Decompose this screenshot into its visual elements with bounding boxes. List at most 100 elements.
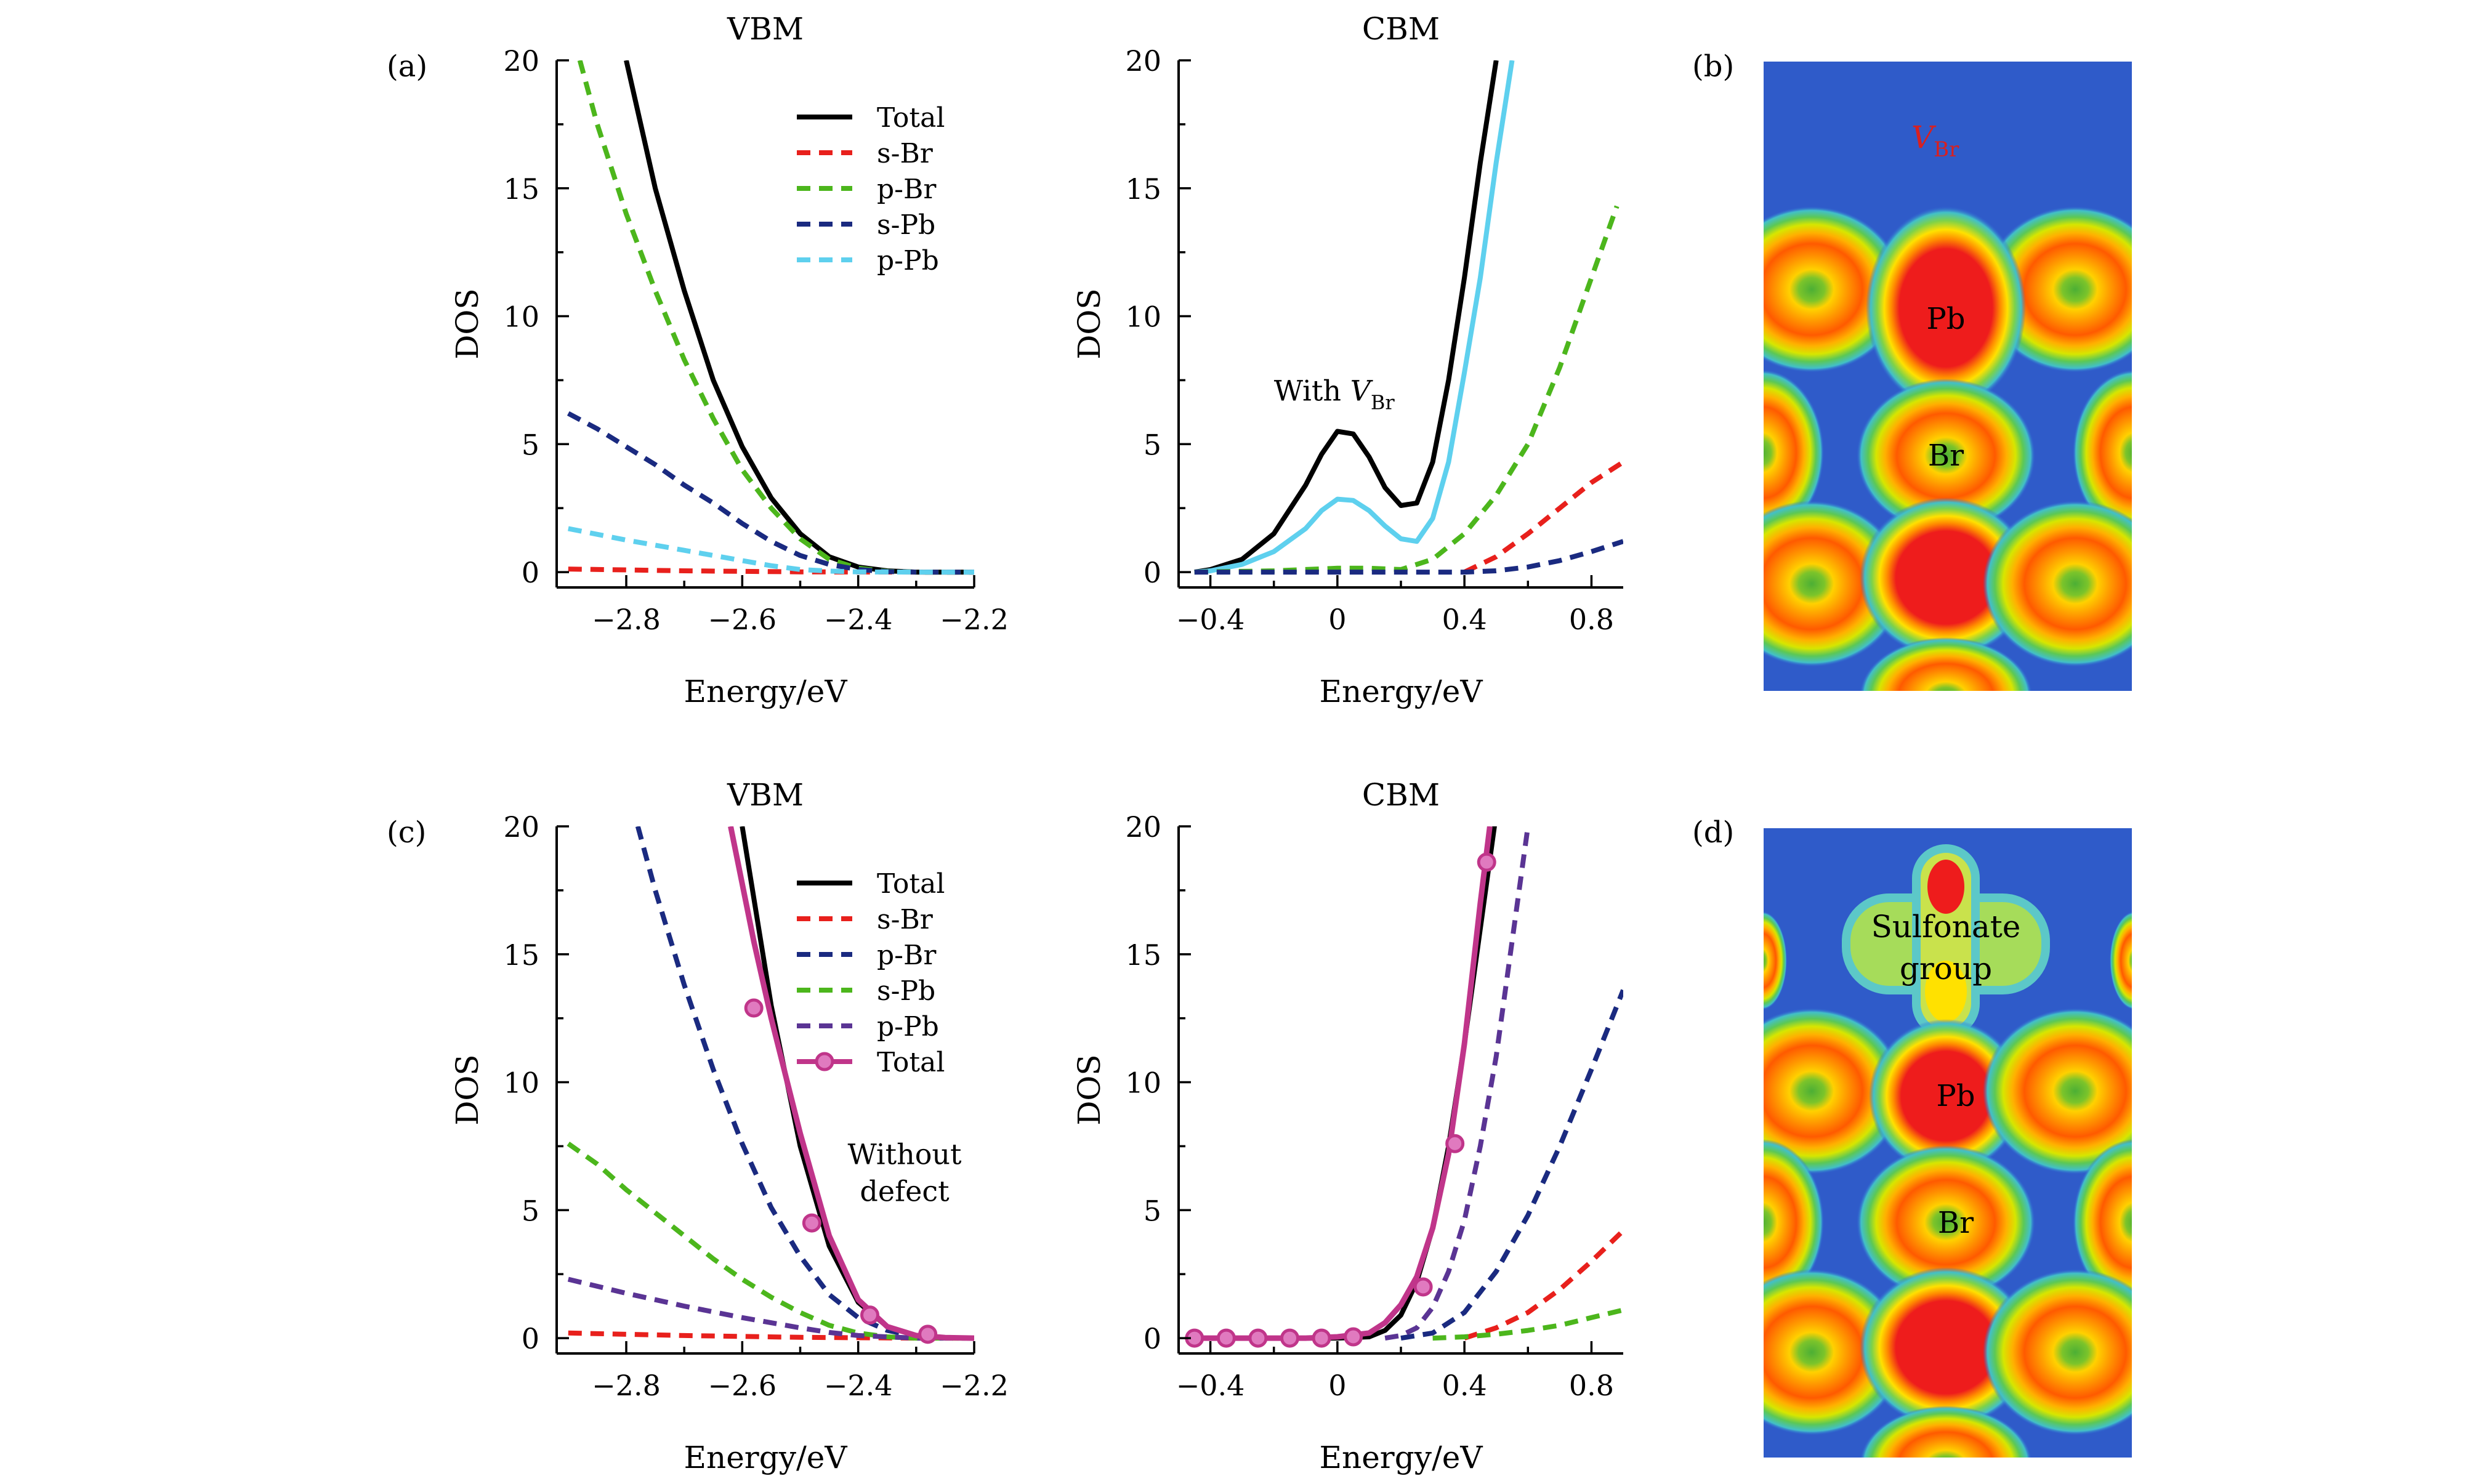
atom-blob: [1983, 1269, 2132, 1435]
y-tick-label: 5: [522, 1194, 539, 1227]
series-line-p-pb: [1194, 60, 1515, 575]
x-tick-label: 0: [1328, 603, 1346, 636]
data-point: [860, 1305, 879, 1325]
legend-label: p-Br: [877, 174, 937, 205]
x-tick-label: −2.6: [708, 1369, 777, 1402]
atom-blob: [1764, 1008, 1904, 1174]
y-tick-label: 20: [1125, 44, 1161, 78]
series-line-p-pb: [1384, 826, 1531, 1341]
series-line-p-pb: [568, 526, 974, 575]
sulfonate-label-line2: group: [1900, 951, 1992, 986]
x-tick-label: 0.8: [1569, 1369, 1614, 1402]
y-tick-label: 15: [503, 172, 539, 206]
legend-label: Total: [877, 868, 945, 900]
sulfonate-core: [1927, 860, 1964, 914]
atom-blob: [1983, 501, 2132, 667]
series-line-s-pb: [567, 1142, 974, 1341]
y-tick-label: 15: [1125, 938, 1161, 972]
legend-label: p-Br: [877, 940, 937, 971]
y-tick-label: 20: [1125, 810, 1161, 844]
panel-label-c: (c): [387, 815, 426, 850]
atom-blob: [1860, 637, 2032, 691]
x-tick-label: 0.4: [1442, 603, 1487, 636]
x-tick-label: −2.4: [824, 1369, 893, 1402]
annotation-text: defect: [860, 1175, 950, 1208]
y-tick-label: 10: [503, 1067, 539, 1100]
y-tick-label: 0: [1144, 556, 1161, 589]
atom-blob: [1860, 1406, 2032, 1458]
y-tick-label: 0: [522, 556, 539, 589]
pb-blob: [1860, 498, 2032, 658]
br-label: Br: [1928, 438, 1964, 473]
x-tick-label: −2.2: [940, 603, 1009, 636]
sulfonate-label-line1: Sulfonate: [1871, 909, 2021, 945]
y-tick-label: 5: [1144, 1194, 1161, 1227]
x-axis-label: Energy/eV: [684, 674, 848, 709]
plot-area: [567, 60, 974, 575]
chart-title: VBM: [727, 777, 804, 813]
x-tick-label: 0.4: [1442, 1369, 1487, 1402]
y-axis-label: DOS: [1071, 1054, 1107, 1125]
x-tick-label: −2.2: [940, 1369, 1009, 1402]
y-tick-label: 5: [522, 428, 539, 461]
legend-label: Total: [877, 102, 945, 134]
series-line-p-br: [577, 60, 974, 575]
x-axis-label: Energy/eV: [684, 1440, 848, 1475]
y-tick-label: 5: [1144, 428, 1161, 461]
y-tick-label: 0: [1144, 1322, 1161, 1355]
plot-area: [1185, 826, 1623, 1348]
atom-blob: [1983, 1008, 2132, 1174]
data-point: [1280, 1328, 1299, 1348]
series-line-s-pb: [1432, 1307, 1623, 1341]
x-tick-label: −2.6: [708, 603, 777, 636]
atom-blob: [1764, 911, 1787, 1010]
series-line-s-pb: [567, 411, 974, 575]
annotation-part: V: [1350, 374, 1374, 408]
chart-title: CBM: [1362, 11, 1440, 47]
series-line-p-pb: [567, 1276, 974, 1341]
atom-blob: [1764, 369, 1824, 536]
data-point: [1216, 1328, 1236, 1348]
x-tick-label: −0.4: [1176, 1369, 1245, 1402]
atom-blob: [2073, 369, 2132, 536]
series-line-p-br: [1194, 205, 1620, 575]
y-axis-label: DOS: [450, 288, 485, 359]
x-tick-label: −2.8: [592, 603, 661, 636]
chart-a-cbm: CBM −0.4 0 0.4 0.8 0 5 10 15 20 Energy/eV DOS With V…: [1071, 11, 1623, 709]
vacancy-label: VBr: [1911, 119, 1959, 162]
plot-area: [567, 826, 974, 1344]
x-tick-label: −2.8: [592, 1369, 661, 1402]
y-tick-label: 15: [503, 938, 539, 972]
atom-blob: [2110, 911, 2132, 1010]
x-tick-label: 0.8: [1569, 603, 1614, 636]
atom-blob: [2073, 1139, 2132, 1305]
panel-label-d: (d): [1692, 815, 1734, 850]
series-line-total: [624, 60, 974, 575]
series-line-total: [1194, 60, 1499, 575]
pb-label: Pb: [1936, 1079, 1975, 1113]
data-point: [1248, 1328, 1268, 1348]
legend-label: s-Br: [877, 904, 934, 935]
annotation-text: With VBr: [1274, 374, 1395, 414]
series-line-s-pb: [1194, 539, 1623, 575]
data-point: [744, 998, 764, 1018]
br-blob: [1857, 1145, 2035, 1299]
x-axis-label: Energy/eV: [1320, 1440, 1483, 1475]
y-tick-label: 10: [503, 300, 539, 334]
series-line-total: [1194, 826, 1493, 1341]
y-axis-label: DOS: [450, 1054, 485, 1125]
series-line-total: [728, 826, 974, 1341]
charge-density-map-d: Sulfonate group Pb Br: [1764, 828, 2132, 1458]
legend-marker: [815, 1052, 834, 1071]
chart-a-vbm: VBM −2.8 −2.6 −2.4 −2.2 0 5 10 15 20 Energy/eV DOS T…: [450, 11, 1009, 709]
pb-blob: [1869, 1019, 2023, 1173]
chart-title: VBM: [727, 11, 804, 47]
annotation-part: With: [1274, 374, 1350, 408]
y-tick-label: 20: [503, 810, 539, 844]
y-axis-label: DOS: [1071, 288, 1107, 359]
series-line-p-br: [1400, 989, 1623, 1341]
x-tick-label: 0: [1328, 1369, 1346, 1402]
annotation-part: Br: [1371, 391, 1395, 414]
pb-blob: [1860, 1267, 2032, 1427]
x-tick-label: −0.4: [1176, 603, 1245, 636]
